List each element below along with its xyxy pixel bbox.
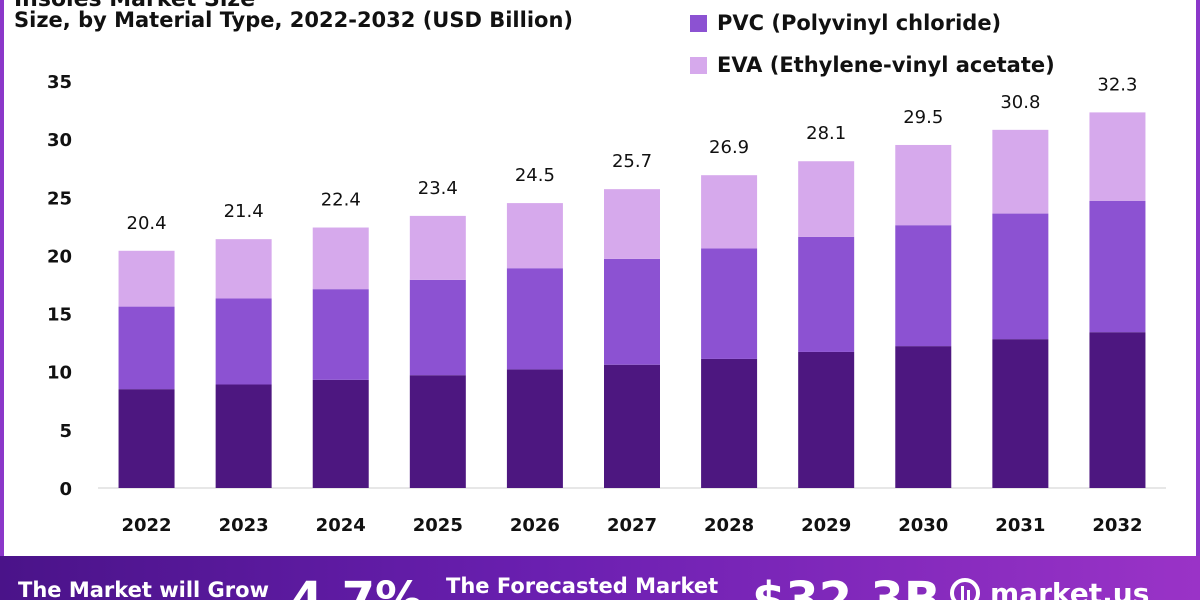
bar-total-label-2023: 21.4 xyxy=(224,201,264,222)
bar-segment-2023-s0 xyxy=(215,384,272,488)
bar-total-label-2024: 22.4 xyxy=(321,190,361,211)
y-tick-label: 30 xyxy=(47,130,72,151)
bar-segment-2028-s2 xyxy=(701,175,758,249)
x-tick-label-2024: 2024 xyxy=(316,515,366,536)
bar-segment-2029-s2 xyxy=(798,161,855,237)
y-tick-label: 10 xyxy=(47,363,72,384)
bar-segment-2026-s1 xyxy=(506,268,563,370)
bar-segment-2032-s1 xyxy=(1089,200,1146,333)
footer-cagr-value: 4.7% xyxy=(290,572,424,600)
x-tick-label-2029: 2029 xyxy=(801,515,851,536)
bar-segment-2032-s2 xyxy=(1089,112,1146,201)
footer-forecast-text: The Forecasted Market xyxy=(446,574,719,598)
bar-segment-2024-s0 xyxy=(312,379,369,488)
legend-label-eva: EVA (Ethylene-vinyl acetate) xyxy=(717,53,1055,77)
legend-item-eva: EVA (Ethylene-vinyl acetate) xyxy=(690,44,1055,86)
market-us-logo-icon xyxy=(950,578,980,600)
x-tick-label-2025: 2025 xyxy=(413,515,463,536)
x-tick-label-2023: 2023 xyxy=(219,515,269,536)
x-tick-label-2027: 2027 xyxy=(607,515,657,536)
bar-segment-2028-s1 xyxy=(701,248,758,359)
bar-segment-2027-s2 xyxy=(604,189,660,259)
bar-total-label-2026: 24.5 xyxy=(515,165,555,186)
stacked-bar-chart: 0510152025303520.4202221.4202322.4202423… xyxy=(47,72,1166,536)
bar-segment-2027-s0 xyxy=(604,364,660,488)
bar-segment-2023-s1 xyxy=(215,298,272,385)
chart-subtitle: Size, by Material Type, 2022-2032 (USD B… xyxy=(14,8,573,32)
bar-segment-2027-s1 xyxy=(604,258,660,365)
bar-segment-2029-s0 xyxy=(798,351,855,488)
footer-logo: market.us xyxy=(948,576,1149,600)
bar-segment-2029-s1 xyxy=(798,236,855,352)
bar-segment-2030-s0 xyxy=(895,346,952,488)
bar-total-label-2022: 20.4 xyxy=(127,213,167,234)
bar-segment-2031-s0 xyxy=(992,339,1049,488)
bar-segment-2024-s1 xyxy=(312,289,369,380)
y-tick-label: 25 xyxy=(47,188,72,209)
bar-segment-2024-s2 xyxy=(312,227,369,290)
bar-segment-2025-s2 xyxy=(409,215,466,280)
bar-segment-2023-s2 xyxy=(215,239,272,299)
bar-segment-2026-s0 xyxy=(506,369,563,488)
y-tick-label: 20 xyxy=(47,246,72,267)
legend-swatch-eva xyxy=(690,56,707,74)
y-tick-label: 0 xyxy=(59,479,72,500)
bar-total-label-2028: 26.9 xyxy=(709,137,749,158)
bar-total-label-2030: 29.5 xyxy=(903,107,943,128)
x-tick-label-2032: 2032 xyxy=(1092,515,1142,536)
y-tick-label: 15 xyxy=(47,305,72,326)
bar-total-label-2025: 23.4 xyxy=(418,178,458,199)
footer-banner: The Market will Grow 4.7% The Forecasted… xyxy=(0,556,1200,600)
legend-label-pvc: PVC (Polyvinyl chloride) xyxy=(717,11,1002,35)
bar-segment-2031-s1 xyxy=(992,213,1049,340)
legend-swatch-pvc xyxy=(690,14,707,32)
x-tick-label-2022: 2022 xyxy=(121,515,171,536)
y-tick-label: 5 xyxy=(59,421,72,442)
bar-segment-2030-s2 xyxy=(895,144,952,226)
legend-item-pvc: PVC (Polyvinyl chloride) xyxy=(690,2,1055,44)
bar-segment-2022-s1 xyxy=(118,306,175,390)
bar-total-label-2027: 25.7 xyxy=(612,151,652,172)
bar-segment-2022-s2 xyxy=(118,250,175,307)
bar-total-label-2032: 32.3 xyxy=(1097,74,1137,95)
bar-segment-2030-s1 xyxy=(895,225,952,347)
footer-logo-text: market.us xyxy=(990,576,1150,600)
bar-segment-2028-s0 xyxy=(701,358,758,488)
x-tick-label-2026: 2026 xyxy=(510,515,560,536)
legend: PVC (Polyvinyl chloride) EVA (Ethylene-v… xyxy=(690,2,1055,86)
y-tick-label: 35 xyxy=(47,72,72,93)
bar-segment-2026-s2 xyxy=(506,203,563,269)
bar-total-label-2029: 28.1 xyxy=(806,123,846,144)
bar-segment-2031-s2 xyxy=(992,129,1049,214)
bar-total-label-2031: 30.8 xyxy=(1000,92,1040,113)
footer-grow-text: The Market will Grow xyxy=(18,578,269,600)
x-tick-label-2031: 2031 xyxy=(995,515,1045,536)
bar-segment-2025-s0 xyxy=(409,375,466,488)
bar-segment-2022-s0 xyxy=(118,389,175,488)
x-tick-label-2028: 2028 xyxy=(704,515,754,536)
bar-segment-2032-s0 xyxy=(1089,332,1146,488)
footer-forecast-value: $32.3B xyxy=(752,572,941,600)
chart-title-partial: Insoles Market Size xyxy=(14,0,255,12)
bar-segment-2025-s1 xyxy=(409,279,466,376)
x-tick-label-2030: 2030 xyxy=(898,515,948,536)
